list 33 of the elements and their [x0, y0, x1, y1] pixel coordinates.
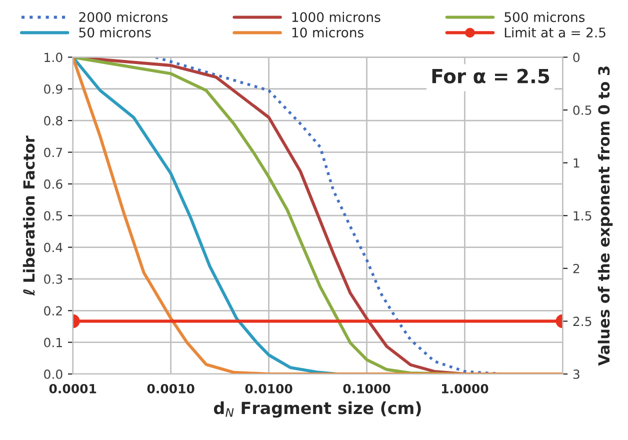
y-tick-label: 0.9	[44, 84, 62, 94]
legend-label: 2000 microns	[79, 12, 168, 22]
legend-label: 50 microns	[79, 27, 151, 38]
y-tick-label: 0.2	[44, 306, 62, 316]
y-axis-title: ℓ Liberation Factor	[22, 136, 35, 296]
y2-tick-label: 3	[573, 369, 580, 379]
y-tick-label: 0.6	[44, 179, 62, 189]
y2-axis-title: Values of the exponent from 0 to 3	[598, 66, 613, 366]
y-tick-label: 0.1	[44, 338, 62, 348]
y2-tick-label: 0.5	[573, 105, 592, 115]
x-tick-label: 0.0100	[245, 384, 292, 394]
x-axis-title: d$_{N}$ Fragment size (cm)	[214, 401, 421, 418]
y-tick-label: 1.0	[44, 52, 62, 62]
y-tick-label: 0.5	[44, 211, 62, 221]
legend-label: 1000 microns	[292, 12, 380, 22]
y-tick-label: 0.3	[44, 274, 62, 284]
y-tick-label: 0.4	[44, 242, 62, 252]
x-tick-label: 0.0010	[147, 384, 194, 394]
y2-tick-label: 0	[573, 52, 580, 62]
x-tick-label: 1.0000	[442, 384, 488, 394]
legend-label: 10 microns	[292, 27, 364, 38]
y2-tick-label: 2.5	[573, 316, 592, 326]
y-tick-label: 0.7	[44, 148, 62, 158]
y-tick-label: 0.0	[44, 369, 62, 379]
y2-tick-label: 1.5	[574, 211, 592, 221]
x-tick-label: 0.0001	[49, 384, 96, 394]
y-tick-label: 0.8	[44, 116, 62, 126]
annotation: For α = 2.5	[432, 68, 550, 84]
y2-tick-label: 2	[573, 264, 580, 274]
x-tick-label: 0.1000	[343, 384, 390, 394]
legend-label: 500 microns	[504, 12, 585, 22]
legend-label: Limit at a = 2.5	[504, 27, 606, 38]
y2-tick-label: 1	[574, 158, 580, 168]
